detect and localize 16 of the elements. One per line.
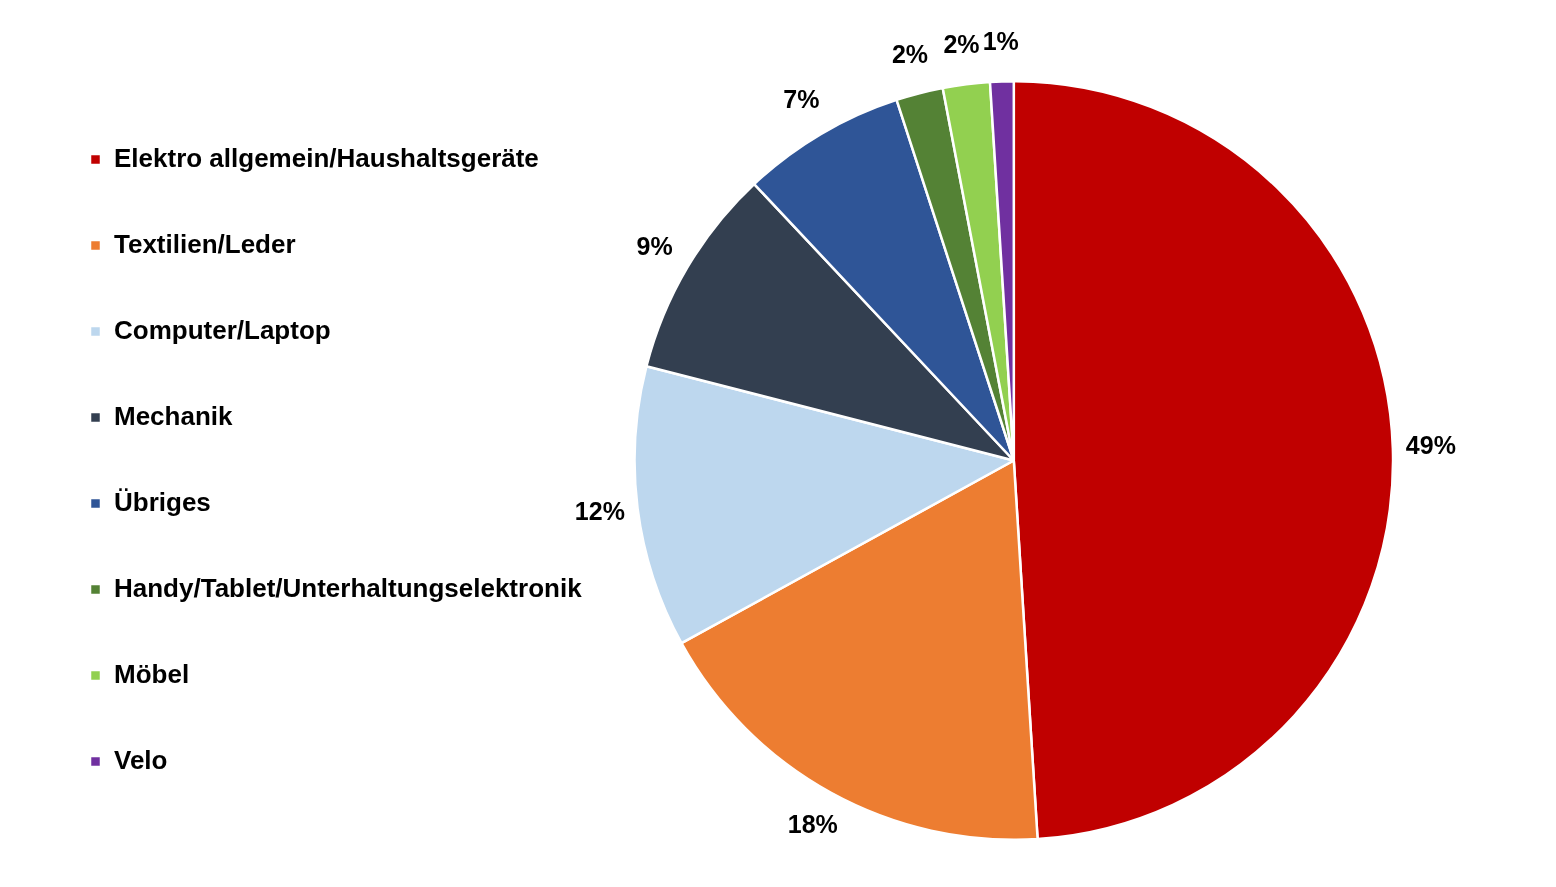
legend-label: Möbel xyxy=(114,658,190,689)
data-label: 9% xyxy=(636,231,673,260)
data-label: 18% xyxy=(787,810,838,839)
legend-label: Übriges xyxy=(114,486,211,517)
legend-label: Elektro allgemein/Haushaltsgeräte xyxy=(114,142,539,173)
data-label: 49% xyxy=(1405,431,1456,460)
legend-label: Mechanik xyxy=(114,400,234,431)
data-label: 2% xyxy=(891,40,929,69)
legend-label: Textilien/Leder xyxy=(114,228,296,259)
data-label: 2% xyxy=(943,30,980,59)
legend-label: Velo xyxy=(114,744,168,775)
data-label: 12% xyxy=(574,496,625,525)
data-label: 1% xyxy=(982,27,1019,56)
legend-label: Handy/Tablet/Unterhaltungselektronik xyxy=(114,572,583,603)
legend-label: Computer/Laptop xyxy=(114,314,331,345)
data-label: 7% xyxy=(783,85,820,114)
